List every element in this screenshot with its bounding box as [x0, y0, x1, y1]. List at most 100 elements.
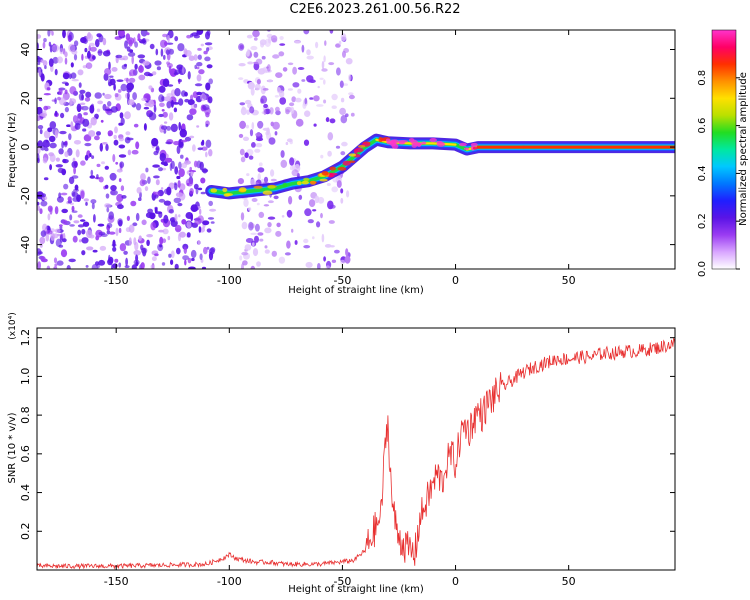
spectrogram-noise-cell: [173, 141, 180, 146]
spectrogram-noise-cell: [67, 196, 72, 202]
spectrogram-noise-cell: [285, 109, 290, 115]
colorbar-tick-label: 0.2: [697, 213, 708, 229]
spectrogram-noise-cell: [99, 142, 104, 152]
spectrogram-noise-cell: [336, 67, 341, 76]
spectrogram-noise-cell: [60, 249, 68, 258]
spectrogram-noise-cell: [197, 147, 203, 151]
spectrogram-noise-cell: [261, 55, 266, 60]
spectrogram-noise-cell: [348, 94, 355, 100]
spectrogram-noise-cell: [268, 137, 276, 145]
spectrogram-noise-cell: [238, 77, 244, 80]
spectrogram-noise-cell: [278, 51, 285, 57]
spectrogram-noise-cell: [69, 214, 73, 221]
spectrogram-noise-cell: [256, 261, 261, 267]
y-tick-label: 0.4: [19, 484, 32, 502]
spectrogram-noise-cell: [154, 206, 158, 210]
spectrogram-noise-cell: [54, 97, 57, 105]
spectrogram-noise-cell: [166, 93, 173, 97]
spectrogram-noise-cell: [304, 208, 312, 217]
spectrogram-noise-cell: [87, 50, 91, 59]
spectrogram-noise-cell: [179, 231, 186, 238]
spectrogram-noise-cell: [158, 94, 165, 103]
spectrogram-noise-cell: [155, 48, 159, 56]
spectrogram-noise-cell: [323, 55, 326, 63]
spectrogram-noise-cell: [290, 106, 295, 114]
spectrogram-noise-cell: [114, 126, 118, 134]
spectrogram-noise-cell: [106, 207, 110, 213]
spectrogram-noise-cell: [126, 92, 130, 100]
spectrogram-noise-cell: [59, 130, 67, 135]
spectrogram-noise-cell: [206, 228, 212, 233]
spectrogram-noise-cell: [197, 54, 202, 60]
spectrogram-noise-cell: [161, 262, 166, 266]
spectrogram-noise-cell: [328, 220, 335, 224]
spectrogram-noise-cell: [297, 88, 302, 94]
spectrogram-noise-cell: [58, 148, 64, 155]
spectrogram-noise-cell: [153, 104, 157, 113]
spectrogram-noise-cell: [85, 62, 93, 69]
spectrogram-noise-cell: [102, 142, 108, 145]
spectrogram-noise-cell: [109, 172, 117, 181]
spectrogram-noise-cell: [256, 202, 260, 206]
spectrogram-noise-cell: [85, 201, 88, 206]
spectrogram-noise-cell: [340, 97, 345, 103]
spectrogram-noise-cell: [104, 93, 112, 100]
spectrogram-noise-cell: [96, 263, 100, 269]
spectrogram-noise-cell: [200, 191, 206, 195]
spectrogram-noise-cell: [181, 162, 188, 169]
spectrogram-noise-cell: [291, 169, 299, 177]
spectrogram-noise-cell: [255, 143, 263, 148]
spectrogram-noise-cell: [190, 213, 193, 222]
spectrogram-noise-cell: [82, 128, 87, 132]
spectrogram-noise-cell: [48, 152, 55, 157]
spectrogram-noise-cell: [178, 121, 181, 131]
spectrogram-noise-cell: [83, 112, 88, 116]
spectrogram-ridge-blob: [303, 177, 310, 182]
colorbar-label: Normalized spectral amplitude: [738, 72, 749, 226]
spectrogram-noise-cell: [54, 228, 61, 233]
spectrogram-noise-cell: [264, 38, 271, 47]
spectrogram-noise-cell: [84, 142, 92, 147]
spectrogram-noise-cell: [44, 65, 47, 70]
spectrogram-noise-cell: [49, 142, 57, 149]
spectrogram-noise-cell: [68, 32, 74, 41]
spectrogram-noise-cell: [292, 66, 297, 75]
spectrogram-noise-cell: [59, 226, 63, 230]
spectrogram-noise-cell: [37, 251, 43, 255]
spectrogram-noise-cell: [82, 118, 90, 127]
spectrogram-ridge-blob: [429, 138, 437, 143]
spectrogram-noise-cell: [158, 85, 166, 93]
spectrogram-noise-cell: [313, 95, 320, 102]
spectrogram-noise-cell: [238, 43, 245, 51]
spectrogram-noise-cell: [135, 103, 142, 111]
spectrogram-noise-cell: [196, 30, 204, 35]
spectrogram-noise-cell: [182, 255, 190, 261]
spectrogram-noise-cell: [205, 151, 208, 158]
spectrogram-noise-cell: [245, 124, 249, 129]
spectrogram-noise-cell: [148, 85, 153, 90]
spectrogram-ridge-blob: [421, 141, 427, 145]
spectrogram-noise-cell: [81, 53, 84, 61]
spectrogram-noise-cell: [124, 40, 128, 49]
spectrogram-noise-cell: [199, 253, 203, 260]
spectrogram-noise-cell: [266, 33, 273, 39]
spectrogram-noise-cell: [173, 72, 179, 76]
spectrogram-noise-cell: [59, 224, 63, 227]
spectrogram-noise-cell: [115, 227, 119, 237]
spectrogram-noise-cell: [119, 112, 124, 119]
spectrogram-noise-cell: [254, 235, 259, 243]
spectrogram-noise-cell: [49, 164, 52, 171]
spectrogram-ridge-blob: [472, 146, 478, 150]
spectrogram-noise-cell: [93, 214, 96, 223]
spectrogram-noise-cell: [118, 144, 126, 149]
spectrogram-noise-cell: [174, 213, 178, 222]
spectrogram-noise-cell: [166, 42, 174, 45]
spectrogram-noise-cell: [140, 244, 144, 251]
spectrogram-noise-cell: [149, 43, 155, 50]
spectrogram-noise-cell: [281, 215, 285, 218]
spectrogram-noise-cell: [255, 58, 263, 65]
spectrogram-noise-cell: [252, 30, 260, 38]
spectrogram-noise-cell: [164, 157, 173, 163]
x-tick-label: -150: [104, 575, 129, 588]
spectrogram-noise-cell: [240, 212, 245, 221]
